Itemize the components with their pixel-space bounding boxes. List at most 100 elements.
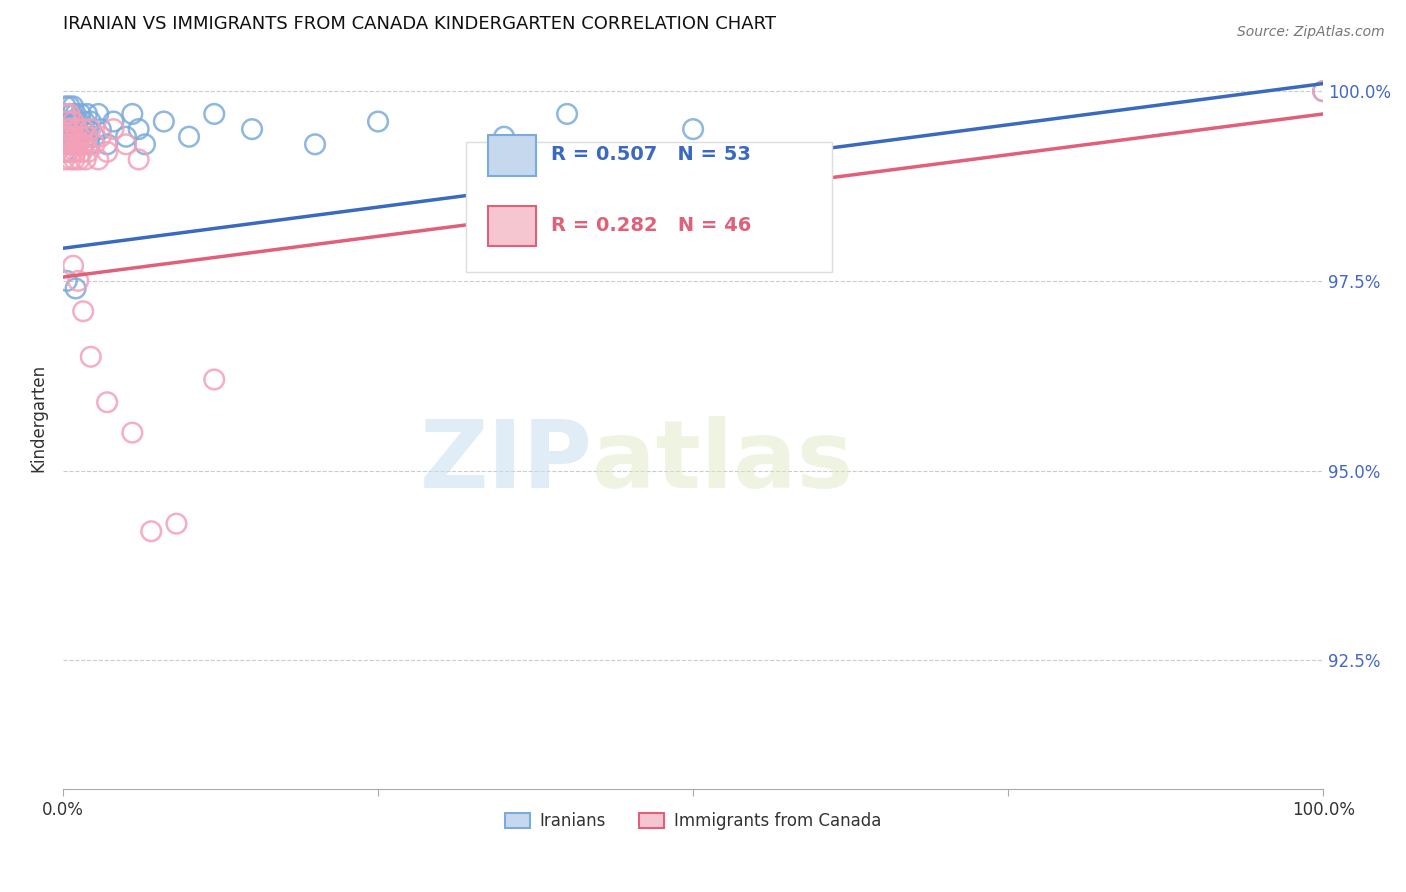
Point [367, 114, 389, 128]
Point [55, 122, 77, 136]
Point [65, 129, 87, 144]
Point [87, 107, 110, 121]
Point [69, 129, 91, 144]
Point [56, 137, 79, 152]
Legend: Iranians, Immigrants from Canada: Iranians, Immigrants from Canada [498, 805, 889, 837]
Point [59, 114, 82, 128]
Point [56, 114, 79, 128]
Point [62, 259, 84, 273]
Point [66, 122, 89, 136]
Point [96, 145, 118, 159]
Text: R = 0.282   N = 46: R = 0.282 N = 46 [551, 216, 751, 235]
Point [67, 114, 90, 128]
Point [62, 99, 84, 113]
Text: IRANIAN VS IMMIGRANTS FROM CANADA KINDERGARTEN CORRELATION CHART: IRANIAN VS IMMIGRANTS FROM CANADA KINDER… [63, 15, 776, 33]
Point [80, 122, 103, 136]
Point [96, 395, 118, 409]
Point [67, 153, 90, 167]
Point [56, 107, 79, 121]
Point [62, 114, 84, 128]
Point [77, 145, 100, 159]
Point [59, 129, 82, 144]
Point [60, 122, 83, 136]
Text: R = 0.507   N = 53: R = 0.507 N = 53 [551, 145, 751, 164]
Point [83, 129, 105, 144]
Point [304, 137, 326, 152]
Point [66, 122, 89, 136]
Point [202, 372, 225, 386]
Point [177, 129, 200, 144]
Point [60, 145, 83, 159]
Point [53, 153, 76, 167]
Point [63, 114, 86, 128]
Point [58, 129, 80, 144]
Point [59, 137, 82, 152]
Point [56, 114, 79, 128]
Point [65, 145, 87, 159]
Point [69, 107, 91, 121]
Point [63, 137, 86, 152]
Point [80, 114, 103, 128]
Y-axis label: Kindergarten: Kindergarten [30, 363, 46, 472]
Point [67, 274, 90, 288]
Point [62, 137, 84, 152]
Point [55, 99, 77, 113]
Point [56, 137, 79, 152]
Point [56, 122, 79, 136]
Point [75, 153, 97, 167]
Point [58, 107, 80, 121]
FancyBboxPatch shape [488, 205, 536, 246]
Point [1312, 84, 1334, 98]
Point [75, 129, 97, 144]
Point [165, 516, 187, 531]
Point [65, 107, 87, 121]
Point [55, 107, 77, 121]
Point [128, 153, 150, 167]
Point [76, 107, 98, 121]
Point [73, 114, 96, 128]
Point [76, 129, 98, 144]
Point [121, 107, 143, 121]
Point [60, 129, 83, 144]
Point [67, 137, 90, 152]
Point [72, 137, 94, 152]
Point [240, 122, 263, 136]
Point [59, 153, 82, 167]
Point [153, 114, 176, 128]
Point [72, 304, 94, 318]
Point [77, 122, 100, 136]
Point [134, 137, 156, 152]
Point [58, 122, 80, 136]
Point [56, 129, 79, 144]
Point [53, 145, 76, 159]
Point [63, 153, 86, 167]
Point [65, 281, 87, 295]
Point [56, 145, 79, 159]
Point [202, 107, 225, 121]
Point [494, 129, 516, 144]
Point [90, 122, 112, 136]
Point [65, 129, 87, 144]
Point [67, 137, 90, 152]
Point [70, 122, 93, 136]
Point [141, 524, 163, 539]
Point [79, 137, 101, 152]
Point [73, 137, 96, 152]
Point [115, 137, 138, 152]
Point [682, 122, 704, 136]
Point [1312, 84, 1334, 98]
FancyBboxPatch shape [467, 143, 832, 272]
Text: atlas: atlas [592, 416, 853, 508]
Point [56, 274, 79, 288]
FancyBboxPatch shape [488, 135, 536, 176]
Point [121, 425, 143, 440]
Point [70, 145, 93, 159]
Point [96, 137, 118, 152]
Text: ZIP: ZIP [419, 416, 592, 508]
Point [67, 129, 90, 144]
Point [115, 129, 138, 144]
Point [62, 122, 84, 136]
Point [83, 137, 105, 152]
Text: Source: ZipAtlas.com: Source: ZipAtlas.com [1237, 25, 1385, 39]
Point [103, 114, 125, 128]
